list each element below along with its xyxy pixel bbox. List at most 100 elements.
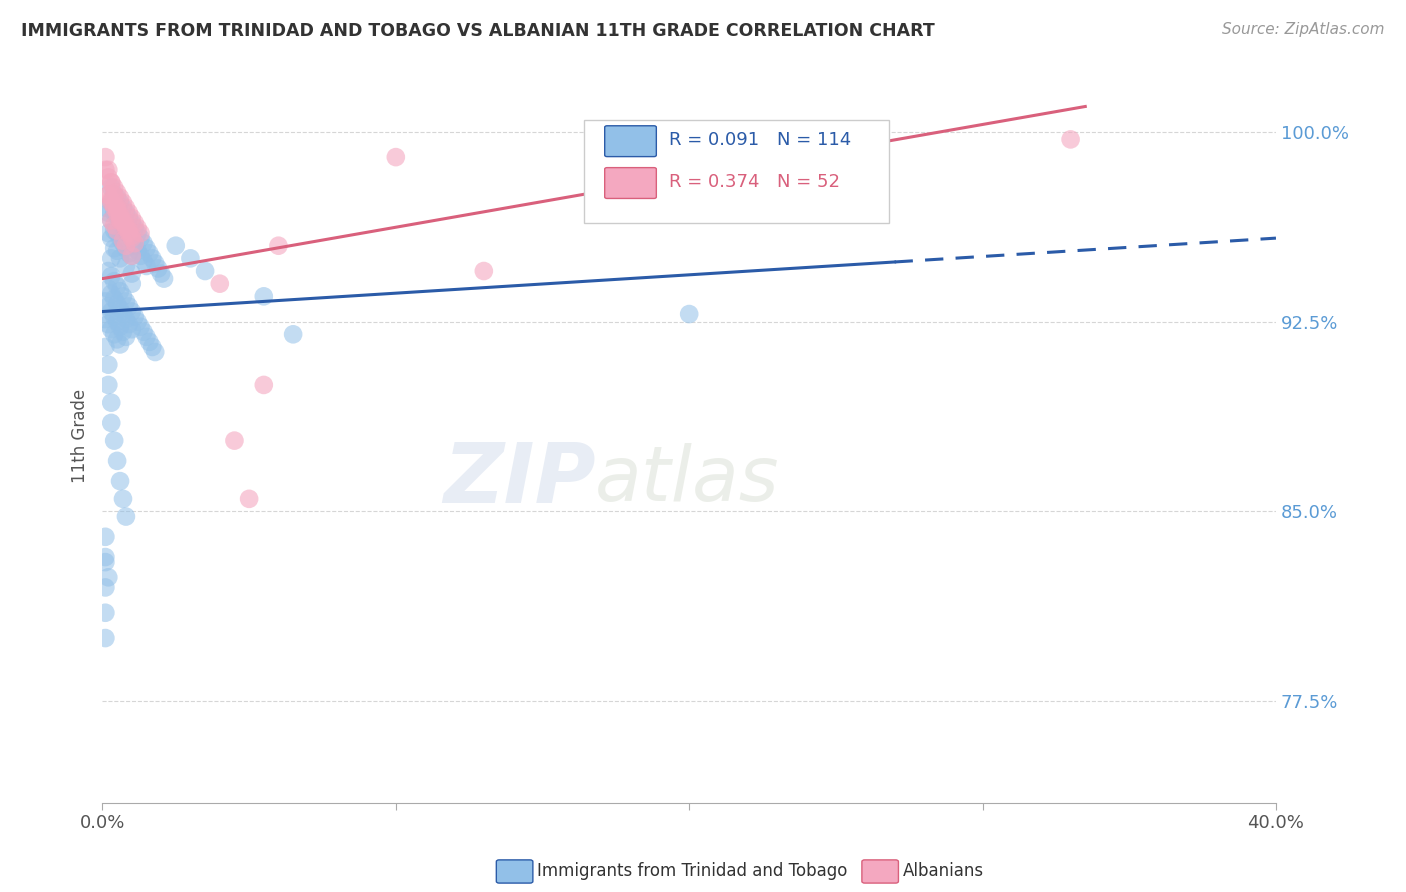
Point bbox=[153, 271, 176, 285]
Point bbox=[127, 244, 149, 258]
Text: Source: ZipAtlas.com: Source: ZipAtlas.com bbox=[1222, 22, 1385, 37]
Point bbox=[138, 334, 160, 349]
Point bbox=[121, 231, 143, 245]
Point bbox=[97, 570, 120, 584]
Point bbox=[100, 193, 122, 207]
Point bbox=[111, 491, 134, 506]
Point bbox=[121, 267, 143, 281]
Point bbox=[118, 300, 141, 314]
Point bbox=[111, 325, 134, 339]
Point bbox=[129, 319, 152, 334]
Point bbox=[108, 191, 131, 205]
Point bbox=[111, 289, 134, 303]
Point bbox=[103, 219, 125, 233]
Point bbox=[103, 327, 125, 342]
Point bbox=[103, 241, 125, 255]
Point bbox=[121, 249, 143, 263]
Point bbox=[111, 219, 134, 233]
Point bbox=[127, 315, 149, 329]
Point bbox=[103, 434, 125, 448]
Point bbox=[194, 264, 217, 278]
Text: N = 114: N = 114 bbox=[778, 131, 852, 150]
Point bbox=[97, 162, 120, 177]
Point bbox=[97, 170, 120, 185]
Point bbox=[281, 327, 304, 342]
Point bbox=[118, 246, 141, 260]
Point bbox=[108, 301, 131, 316]
Point bbox=[100, 395, 122, 409]
Point bbox=[103, 310, 125, 324]
Point bbox=[105, 244, 128, 258]
Point bbox=[118, 206, 141, 220]
Text: Albanians: Albanians bbox=[903, 863, 984, 880]
FancyBboxPatch shape bbox=[605, 168, 657, 198]
Point bbox=[94, 340, 117, 354]
Point bbox=[108, 337, 131, 351]
Point bbox=[100, 252, 122, 266]
Point bbox=[94, 162, 117, 177]
Point bbox=[253, 289, 276, 303]
Point bbox=[111, 234, 134, 248]
Point bbox=[100, 176, 122, 190]
Point bbox=[127, 221, 149, 235]
Point bbox=[94, 312, 117, 326]
Point bbox=[150, 267, 173, 281]
Point bbox=[97, 358, 120, 372]
Point bbox=[115, 219, 138, 233]
Point bbox=[100, 195, 122, 210]
Point bbox=[678, 307, 700, 321]
Text: IMMIGRANTS FROM TRINIDAD AND TOBAGO VS ALBANIAN 11TH GRADE CORRELATION CHART: IMMIGRANTS FROM TRINIDAD AND TOBAGO VS A… bbox=[21, 22, 935, 40]
Text: R = 0.374: R = 0.374 bbox=[669, 173, 759, 191]
Point bbox=[103, 188, 125, 202]
Point bbox=[97, 378, 120, 392]
Point bbox=[115, 294, 138, 309]
Point bbox=[132, 253, 155, 268]
Point bbox=[267, 238, 290, 252]
Point bbox=[105, 201, 128, 215]
Point bbox=[135, 330, 157, 344]
Point bbox=[108, 285, 131, 299]
Point bbox=[105, 279, 128, 293]
Point bbox=[103, 188, 125, 202]
Point bbox=[115, 259, 138, 273]
Point bbox=[105, 315, 128, 329]
Point bbox=[115, 509, 138, 524]
Point bbox=[97, 264, 120, 278]
Point bbox=[94, 606, 117, 620]
Point bbox=[1059, 132, 1081, 146]
Point bbox=[105, 203, 128, 218]
Point bbox=[108, 474, 131, 488]
Point bbox=[103, 201, 125, 215]
Point bbox=[100, 176, 122, 190]
Point bbox=[208, 277, 231, 291]
Point bbox=[100, 213, 122, 227]
Point bbox=[103, 206, 125, 220]
Point bbox=[179, 252, 201, 266]
Point bbox=[103, 198, 125, 212]
Point bbox=[385, 150, 408, 164]
Point bbox=[97, 188, 120, 202]
Point bbox=[94, 530, 117, 544]
Point bbox=[97, 300, 120, 314]
Point bbox=[97, 226, 120, 240]
Point bbox=[129, 249, 152, 263]
Point bbox=[108, 211, 131, 225]
Point bbox=[100, 416, 122, 430]
Point bbox=[121, 304, 143, 318]
Point bbox=[108, 231, 131, 245]
Point bbox=[121, 228, 143, 243]
Point bbox=[111, 216, 134, 230]
Text: R = 0.091: R = 0.091 bbox=[669, 131, 759, 150]
Point bbox=[118, 226, 141, 240]
Point bbox=[118, 211, 141, 225]
Point bbox=[105, 186, 128, 200]
Point bbox=[105, 226, 128, 240]
Point bbox=[115, 312, 138, 326]
Point bbox=[100, 213, 122, 227]
Point bbox=[97, 188, 120, 202]
Point bbox=[108, 213, 131, 227]
Point bbox=[105, 332, 128, 346]
Point bbox=[115, 330, 138, 344]
Point bbox=[105, 223, 128, 237]
Point bbox=[94, 555, 117, 569]
